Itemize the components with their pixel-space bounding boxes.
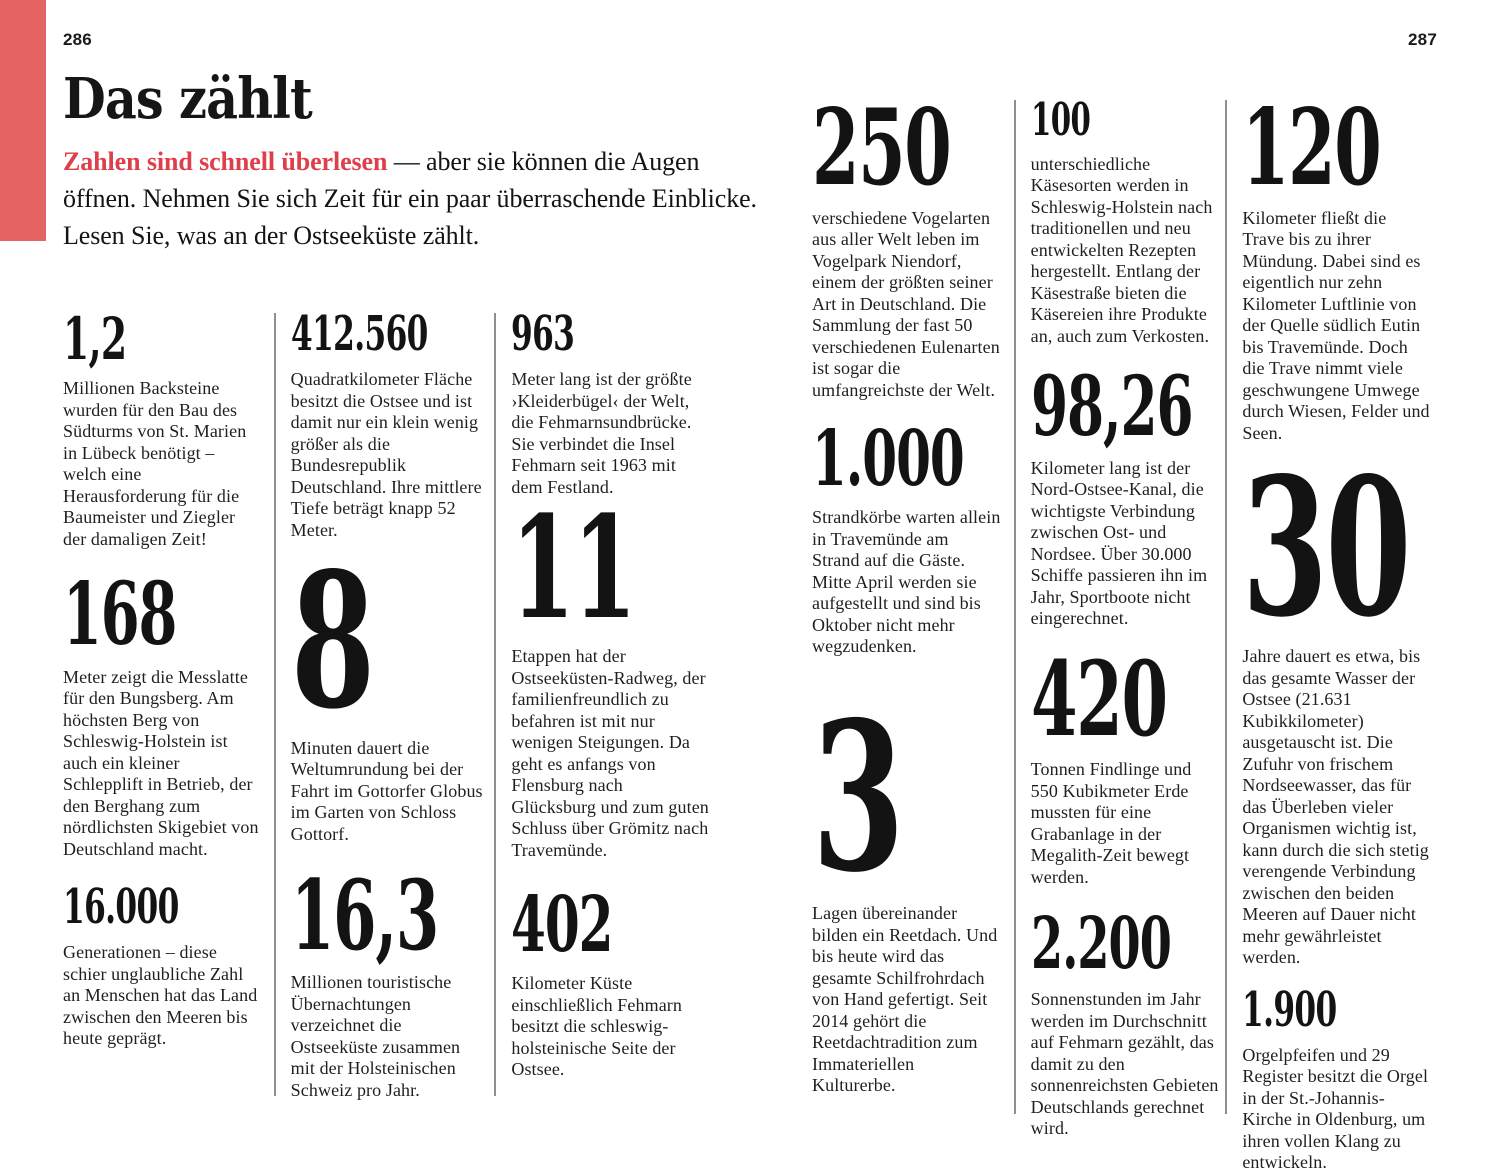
stat-number: 168 bbox=[63, 564, 177, 666]
left-page: 286 Das zählt Zahlen sind schnell überle… bbox=[63, 0, 757, 1101]
stat-text: Millionen touristische Übernachtungen ve… bbox=[290, 972, 461, 1100]
stat-number: 16,3 bbox=[290, 859, 439, 973]
right-page: 287 250 verschiedene Vogelarten aus alle… bbox=[812, 0, 1437, 1174]
column-divider bbox=[1013, 100, 1016, 1114]
stat-block: 1.000 Strandkörbe warten allein in Trave… bbox=[812, 414, 1001, 658]
column: 1,2 Millionen Backsteine wurden für den … bbox=[63, 305, 274, 1050]
stat-block: 3 Lagen übereinander bilden ein Reetdach… bbox=[812, 677, 1001, 1097]
stat-text: Kilometer fließt die Trave bis zu ihrer … bbox=[1242, 207, 1430, 443]
stat-block: 402 Kilometer Küste einschließlich Fehma… bbox=[511, 880, 709, 1081]
stats-columns-left: 1,2 Millionen Backsteine wurden für den … bbox=[63, 305, 715, 1101]
stat-text: Strandkörbe warten allein in Travemünde … bbox=[812, 507, 1001, 657]
stat-number: 402 bbox=[511, 880, 613, 971]
stat-number: 1,2 bbox=[63, 305, 127, 373]
stat-block: 100 unterschiedliche Käsesorten werden i… bbox=[1030, 93, 1220, 347]
stat-block: 120 Kilometer fließt die Trave bis zu ih… bbox=[1242, 85, 1431, 444]
intro-lead: Zahlen sind schnell überlesen bbox=[63, 147, 388, 176]
stat-number: 98,26 bbox=[1030, 359, 1194, 455]
stat-text: Orgelpfeifen und 29 Register besitzt die… bbox=[1242, 1044, 1429, 1173]
accent-bar bbox=[0, 0, 46, 241]
stat-text: Meter zeigt die Messlatte für den Bungsb… bbox=[63, 666, 259, 859]
column-divider bbox=[494, 313, 497, 1096]
stat-text: Kilometer lang ist der Nord-Ostsee-Kanal… bbox=[1030, 457, 1208, 629]
stat-number: 3 bbox=[812, 677, 905, 918]
stat-block: 963 Meter lang ist der größte ›Kleiderbü… bbox=[511, 306, 709, 498]
stat-number: 30 bbox=[1242, 436, 1411, 659]
column: 120 Kilometer fließt die Trave bis zu ih… bbox=[1227, 85, 1437, 1174]
stat-block: 8 Minuten dauert die Weltumrundung bei d… bbox=[290, 531, 489, 845]
stat-block: 420 Tonnen Findlinge und 550 Kubikmeter … bbox=[1030, 638, 1220, 889]
stat-text: Generationen – diese schier unglaubliche… bbox=[63, 942, 258, 1049]
stat-text: Jahre dauert es etwa, bis das gesamte Wa… bbox=[1242, 646, 1429, 967]
page-title: Das zählt bbox=[63, 66, 313, 132]
intro-paragraph: Zahlen sind schnell überlesen — aber sie… bbox=[63, 143, 763, 254]
stat-text: Etappen hat der Ostseeküsten-Radweg, der… bbox=[511, 646, 709, 860]
column: 100 unterschiedliche Käsesorten werden i… bbox=[1016, 93, 1226, 1140]
column-divider bbox=[1225, 100, 1228, 1114]
stat-block: 16.000 Generationen – diese schier ungla… bbox=[63, 879, 261, 1050]
stat-number: 16.000 bbox=[63, 879, 179, 936]
stat-number: 120 bbox=[1242, 85, 1382, 209]
stat-number: 1.900 bbox=[1242, 981, 1337, 1038]
stat-number: 100 bbox=[1030, 93, 1091, 146]
column: 963 Meter lang ist der größte ›Kleiderbü… bbox=[496, 306, 715, 1081]
stat-number: 963 bbox=[511, 306, 575, 362]
stat-number: 250 bbox=[812, 85, 952, 209]
stat-block: 412.560 Quadratkilometer Fläche besitzt … bbox=[290, 306, 489, 541]
stat-number: 412.560 bbox=[290, 306, 428, 362]
intro-text: — aber sie können die Augen öffnen. Nehm… bbox=[63, 147, 757, 250]
stat-block: 16,3 Millionen touristische Übernachtung… bbox=[290, 859, 489, 1101]
stat-text: unterschiedliche Käsesorten werden in Sc… bbox=[1030, 153, 1213, 346]
stat-text: Millionen Backsteine wurden für den Bau … bbox=[63, 378, 247, 549]
stat-text: verschiedene Vogelarten aus aller Welt l… bbox=[812, 207, 1000, 400]
stat-text: Kilometer Küste einschließlich Fehmarn b… bbox=[511, 973, 682, 1080]
stat-text: Lagen übereinander bilden ein Reetdach. … bbox=[812, 903, 998, 1096]
stat-block: 30 Jahre dauert es etwa, bis das gesamte… bbox=[1242, 436, 1431, 969]
stat-block: 1,2 Millionen Backsteine wurden für den … bbox=[63, 305, 261, 550]
page-number-right: 287 bbox=[1408, 30, 1437, 49]
stat-block: 2.200 Sonnenstunden im Jahr werden im Du… bbox=[1030, 901, 1220, 1139]
stat-text: Tonnen Findlinge und 550 Kubikmeter Erde… bbox=[1030, 759, 1192, 887]
stat-block: 168 Meter zeigt die Messlatte für den Bu… bbox=[63, 564, 261, 860]
stat-text: Minuten dauert die Weltumrundung bei der… bbox=[290, 737, 483, 844]
column: 412.560 Quadratkilometer Fläche besitzt … bbox=[276, 306, 495, 1101]
stat-text: Sonnenstunden im Jahr werden im Durchsch… bbox=[1030, 989, 1219, 1139]
stats-columns-right: 250 verschiedene Vogelarten aus aller We… bbox=[812, 85, 1437, 1174]
stat-number: 420 bbox=[1030, 638, 1168, 760]
column: 250 verschiedene Vogelarten aus aller We… bbox=[812, 85, 1014, 1097]
column-divider bbox=[273, 313, 276, 1096]
stat-number: 8 bbox=[290, 531, 375, 751]
page-number-left: 286 bbox=[63, 30, 92, 49]
stat-block: 1.900 Orgelpfeifen und 29 Register besit… bbox=[1242, 981, 1431, 1174]
stat-number: 1.000 bbox=[812, 414, 965, 504]
stat-block: 11 Etappen hat der Ostseeküsten-Radweg, … bbox=[511, 486, 709, 861]
stat-block: 98,26 Kilometer lang ist der Nord-Ostsee… bbox=[1030, 359, 1220, 630]
stat-text: Quadratkilometer Fläche besitzt die Osts… bbox=[290, 369, 482, 540]
stat-text: Meter lang ist der größte ›Kleiderbügel‹… bbox=[511, 369, 692, 497]
stat-number: 2.200 bbox=[1030, 901, 1172, 986]
stat-number: 11 bbox=[511, 486, 637, 652]
stat-block: 250 verschiedene Vogelarten aus aller We… bbox=[812, 85, 1001, 401]
